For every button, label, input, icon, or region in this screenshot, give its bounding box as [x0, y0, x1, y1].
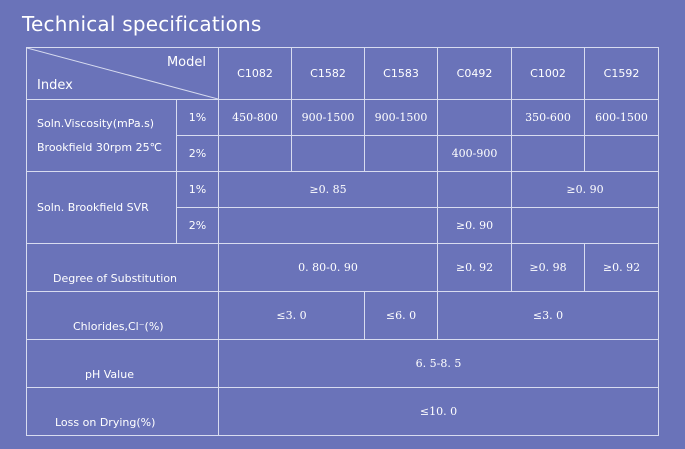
ph-value: 6. 5-8. 5 — [218, 339, 659, 388]
viscosity-1pct-c1583: 900-1500 — [364, 99, 438, 136]
specifications-table: Model Index C1082 C1582 C1583 C0492 C100… — [26, 47, 659, 436]
viscosity-1pct-c1002: 350-600 — [511, 99, 585, 136]
svr-1pct-c0492 — [437, 171, 512, 208]
svr-2pct-c1002-c1592 — [511, 207, 659, 244]
viscosity-row-2pct: 2% 400-900 — [27, 135, 659, 172]
diagonal-divider — [27, 48, 218, 99]
viscosity-label-line1: Soln.Viscosity(mPa.s) — [37, 116, 155, 130]
svr-row-1pct: Soln. Brookfield SVR 1% ≥0. 85 ≥0. 90 — [26, 171, 659, 244]
viscosity-conc-2pct: 2% — [176, 135, 219, 172]
viscosity-2pct-c1592 — [584, 135, 659, 172]
lod-row: Loss on Drying(%) ≤10. 0 — [26, 387, 659, 436]
model-header-c1583: C1583 — [364, 47, 438, 100]
model-label: Model — [166, 55, 206, 70]
ph-label: pH Value — [26, 339, 219, 388]
model-header-c1582: C1582 — [291, 47, 365, 100]
svr-label: Soln. Brookfield SVR — [26, 171, 177, 244]
svr-1pct-c1002-c1592: ≥0. 90 — [511, 171, 659, 208]
viscosity-2pct-c0492: 400-900 — [437, 135, 512, 172]
lod-value: ≤10. 0 — [218, 387, 659, 436]
ds-label: Degree of Substitution — [26, 243, 219, 292]
model-header-c1592: C1592 — [584, 47, 659, 100]
viscosity-row-1pct: Soln.Viscosity(mPa.s) Brookfield 30rpm 2… — [26, 99, 659, 172]
viscosity-2pct-c1582 — [291, 135, 365, 172]
page-title: Technical specifications — [22, 12, 262, 36]
svr-2pct-c1082-c1583 — [218, 207, 438, 244]
svr-row-2pct: 2% ≥0. 90 — [27, 207, 659, 244]
viscosity-1pct-c0492 — [437, 99, 512, 136]
chlorides-c1583: ≤6. 0 — [364, 291, 438, 340]
chlorides-label: Chlorides,Cl⁻(%) — [26, 291, 219, 340]
ds-c0492: ≥0. 92 — [437, 243, 512, 292]
chlorides-c1082-c1582: ≤3. 0 — [218, 291, 365, 340]
model-header-c1002: C1002 — [511, 47, 585, 100]
lod-label: Loss on Drying(%) — [26, 387, 219, 436]
chlorides-c0492-c1592: ≤3. 0 — [437, 291, 659, 340]
viscosity-conc-1pct: 1% — [176, 99, 219, 136]
model-header-c1082: C1082 — [218, 47, 292, 100]
viscosity-2pct-c1002 — [511, 135, 585, 172]
viscosity-2pct-c1082 — [218, 135, 292, 172]
viscosity-1pct-c1592: 600-1500 — [584, 99, 659, 136]
viscosity-2pct-c1583 — [364, 135, 438, 172]
ds-c1592: ≥0. 92 — [584, 243, 659, 292]
ds-c1002: ≥0. 98 — [511, 243, 585, 292]
svr-conc-2pct: 2% — [176, 207, 219, 244]
model-index-header-cell: Model Index — [26, 47, 219, 100]
svr-2pct-c0492: ≥0. 90 — [437, 207, 512, 244]
viscosity-1pct-c1582: 900-1500 — [291, 99, 365, 136]
header-row: Model Index C1082 C1582 C1583 C0492 C100… — [26, 47, 659, 100]
svr-conc-1pct: 1% — [176, 171, 219, 208]
model-header-c0492: C0492 — [437, 47, 512, 100]
ph-row: pH Value 6. 5-8. 5 — [26, 339, 659, 388]
ds-row: Degree of Substitution 0. 80-0. 90 ≥0. 9… — [26, 243, 659, 292]
viscosity-1pct-c1082: 450-800 — [218, 99, 292, 136]
svr-1pct-c1082-c1583: ≥0. 85 — [218, 171, 438, 208]
ds-c1082-c1583: 0. 80-0. 90 — [218, 243, 438, 292]
index-label: Index — [37, 78, 73, 93]
viscosity-label-line2: Brookfield 30rpm 25℃ — [37, 140, 162, 154]
viscosity-label-cell: Soln.Viscosity(mPa.s) Brookfield 30rpm 2… — [26, 99, 177, 172]
chlorides-row: Chlorides,Cl⁻(%) ≤3. 0 ≤6. 0 ≤3. 0 — [26, 291, 659, 340]
